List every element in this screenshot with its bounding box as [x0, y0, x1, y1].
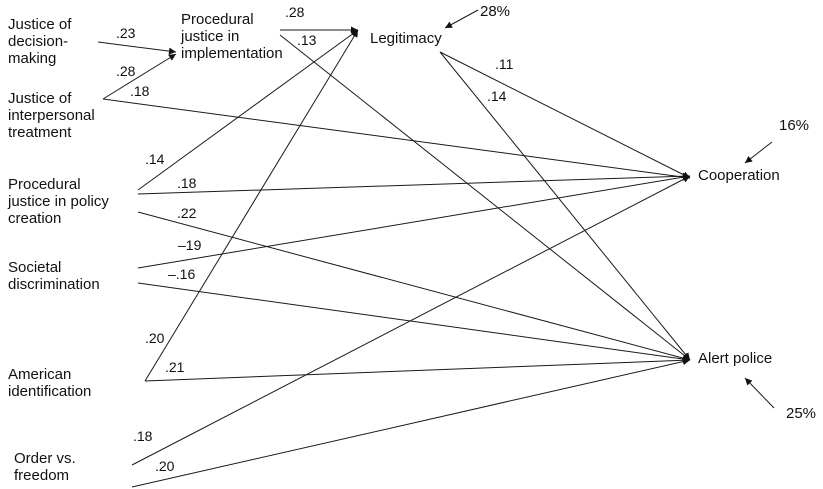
- node-cooperation: Cooperation: [698, 167, 780, 184]
- node-procedural-justice-policy: Procedural justice in policy creation: [8, 176, 109, 227]
- path-policy-to-alert: [137, 211, 691, 362]
- node-legitimacy: Legitimacy: [370, 30, 442, 47]
- coef-legitimacy-to-alert: .14: [487, 88, 507, 104]
- node-justice-decision-making: Justice of decision- making: [8, 16, 72, 67]
- coef-american-to-legitimacy: .20: [145, 330, 165, 346]
- path-legitimacy-to-alert: [439, 51, 691, 361]
- path-order-to-cooperation: [131, 175, 691, 466]
- variance-legitimacy: 28%: [480, 3, 511, 20]
- path-discrimination-to-alert: [137, 282, 691, 363]
- coef-policy-to-cooperation: .18: [177, 175, 197, 191]
- coef-order-to-alert: .20: [155, 458, 175, 474]
- node-societal-discrimination: Societal discrimination: [8, 259, 100, 293]
- path-american-to-legitimacy: [144, 29, 359, 382]
- node-procedural-justice-implementation: Procedural justice in implementation: [181, 11, 283, 62]
- coef-american-to-alert: .21: [165, 359, 185, 375]
- path-decision-to-implementation: [97, 41, 177, 55]
- node-justice-interpersonal-treatment: Justice of interpersonal treatment: [8, 90, 95, 141]
- path-order-to-alert: [131, 358, 691, 488]
- coef-discrimination-to-cooperation: –19: [178, 237, 202, 253]
- path-implementation-to-alert: [279, 34, 691, 361]
- path-american-to-alert: [144, 356, 691, 382]
- variance-arrow-cooperation: [744, 141, 773, 164]
- coef-legitimacy-to-cooperation: .11: [495, 56, 514, 72]
- node-american-identification: American identification: [8, 366, 92, 400]
- coef-interpersonal-to-implementation: .28: [116, 63, 136, 79]
- path-interpersonal-to-implementation: [102, 53, 177, 100]
- coef-interpersonal-to-cooperation: .18: [130, 83, 150, 99]
- path-policy-to-legitimacy: [137, 29, 359, 191]
- variance-cooperation: 16%: [779, 117, 810, 134]
- variance-arrow-alert-police: [744, 377, 775, 409]
- node-order-vs-freedom: Order vs. freedom: [14, 450, 76, 484]
- coef-policy-to-alert: .22: [177, 205, 197, 221]
- coef-decision-to-implementation: .23: [116, 25, 136, 41]
- path-policy-to-cooperation: [137, 172, 691, 195]
- coef-discrimination-to-alert: –.16: [168, 266, 196, 282]
- coef-order-to-cooperation: .18: [133, 428, 153, 444]
- path-interpersonal-to-cooperation: [102, 98, 691, 181]
- variance-arrow-legitimacy: [444, 9, 479, 29]
- variance-alert-police: 25%: [786, 405, 817, 422]
- coef-implementation-to-alert: .13: [297, 32, 317, 48]
- coef-implementation-to-legitimacy: .28: [285, 4, 305, 20]
- coef-policy-to-legitimacy: .14: [145, 151, 165, 167]
- path-discrimination-to-cooperation: [137, 173, 691, 269]
- path-legitimacy-to-cooperation: [439, 51, 691, 179]
- node-alert-police: Alert police: [698, 350, 773, 367]
